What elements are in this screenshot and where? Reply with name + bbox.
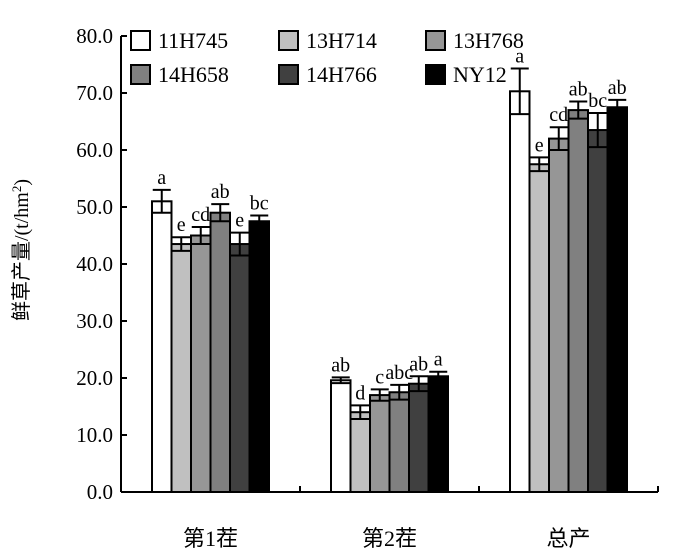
y-tick-label: 80.0 [76,24,113,48]
significance-letter: c [375,366,384,388]
bar [369,394,391,494]
bar [349,411,371,494]
legend-swatch [130,64,151,85]
bar [548,137,570,493]
significance-letter: a [434,349,443,371]
bar [330,379,352,493]
bar [528,163,550,493]
bar [388,391,410,493]
significance-letter: e [177,214,186,236]
significance-letter: e [535,134,544,156]
legend-swatch [130,30,151,51]
bar [427,375,449,494]
significance-letter: a [157,167,166,189]
x-category-label: 第2茬 [362,526,417,551]
bar [587,129,609,494]
legend-swatch [425,30,446,51]
legend: 11H745 13H714 13H768 14H658 14H766 NY12 [130,28,524,87]
significance-letter: bc [588,90,607,112]
significance-letter: ab [608,77,627,99]
x-category-label: 第1茬 [183,526,238,551]
bar [509,90,531,493]
y-axis: 0.0 10.0 20.0 30.0 40.0 50.0 60.0 70.0 80.0 [76,24,127,504]
bar [408,382,430,494]
bar [190,234,212,493]
legend-swatch [278,30,299,51]
significance-letter: ab [331,354,350,376]
y-tick-label: 10.0 [76,423,113,447]
y-tick-label: 30.0 [76,309,113,333]
y-tick-label: 50.0 [76,195,113,219]
bar [248,220,270,493]
y-axis-label: 鲜草产量/(t/hm2) [9,179,34,321]
significance-letter: bc [250,193,269,215]
significance-letter: a [515,45,524,67]
y-tick-label: 60.0 [76,138,113,162]
bar [229,243,251,493]
legend-swatch [278,64,299,85]
legend-label: 14H766 [306,62,377,87]
significance-letter: abc [385,362,413,384]
significance-letter: ab [569,79,588,101]
significance-letter: ab [211,181,230,203]
bar [209,211,231,493]
x-category-label: 总产 [546,526,590,551]
significance-letter: cd [191,204,210,226]
bars [151,90,628,494]
legend-label: 14H658 [158,62,229,87]
legend-label: 13H768 [453,28,524,53]
significance-letter: ab [409,353,428,375]
significance-letter: d [355,382,365,404]
y-tick-label: 70.0 [76,81,113,105]
y-tick-label: 20.0 [76,366,113,390]
legend-label: NY12 [453,62,507,87]
legend-label: 13H714 [306,28,377,53]
legend-label: 11H745 [158,28,228,53]
significance-letter: e [235,210,244,232]
y-tick-label: 40.0 [76,252,113,276]
bar [567,109,589,493]
y-tick-label: 0.0 [87,480,113,504]
bar [606,106,628,493]
error-bars [152,67,627,421]
bar [151,200,173,494]
x-axis: 第1茬 第2茬 总产 [120,486,659,551]
significance-letter: cd [549,104,568,126]
legend-swatch [425,64,446,85]
bar [170,243,192,493]
